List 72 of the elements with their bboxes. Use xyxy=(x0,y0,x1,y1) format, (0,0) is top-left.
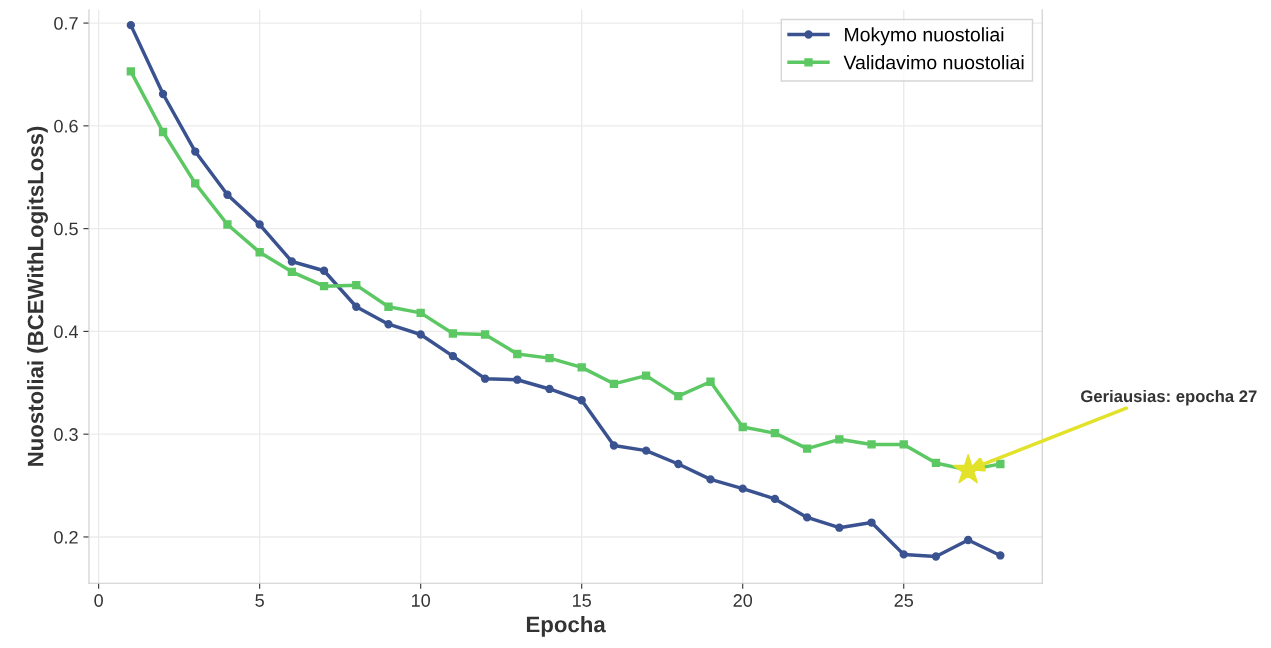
point xyxy=(577,396,586,405)
point xyxy=(835,435,844,444)
y-axis-title: Nuostoliai (BCEWithLogitsLoss) xyxy=(27,126,48,466)
point xyxy=(513,349,522,359)
point xyxy=(158,89,168,99)
x-tick-label: 20 xyxy=(733,594,753,607)
point xyxy=(770,428,780,438)
y-tick-label: 0.7 xyxy=(54,17,78,30)
point xyxy=(448,351,458,361)
point xyxy=(738,422,747,432)
point xyxy=(255,220,264,229)
point xyxy=(931,458,941,468)
point xyxy=(802,444,812,453)
point xyxy=(835,523,844,532)
point xyxy=(384,320,393,329)
x-tick-label: 25 xyxy=(894,594,914,607)
point xyxy=(899,550,908,559)
point xyxy=(641,446,651,455)
x-axis-title: Epocha xyxy=(526,616,606,637)
point xyxy=(545,353,554,363)
point xyxy=(867,440,876,449)
annotation: Geriausias: epocha 27 xyxy=(1081,389,1257,406)
point xyxy=(416,308,425,318)
point xyxy=(609,379,619,388)
point xyxy=(287,257,297,266)
x-tick-label: 10 xyxy=(412,594,431,607)
point xyxy=(319,282,329,291)
point xyxy=(899,440,908,449)
point xyxy=(931,552,941,561)
point xyxy=(126,67,136,76)
point xyxy=(674,391,683,401)
y-tick-label: 0.5 xyxy=(54,222,78,236)
point xyxy=(223,220,232,229)
point xyxy=(738,484,747,493)
point xyxy=(352,280,361,290)
point xyxy=(255,248,264,257)
point xyxy=(577,363,586,372)
point xyxy=(770,494,780,504)
point xyxy=(996,551,1005,560)
y-tick-label: 0.4 xyxy=(54,325,79,339)
x-tick-label: 0 xyxy=(94,594,103,607)
point xyxy=(191,179,200,188)
point xyxy=(996,459,1005,469)
point xyxy=(191,147,200,156)
x-tick-label: 5 xyxy=(255,594,264,607)
point xyxy=(352,302,361,311)
point xyxy=(609,441,619,450)
point xyxy=(867,518,876,527)
point xyxy=(641,371,651,380)
point xyxy=(158,127,168,137)
point xyxy=(674,459,683,469)
point xyxy=(448,329,458,338)
point xyxy=(706,475,715,484)
y-tick-label: 0.2 xyxy=(54,530,78,544)
point xyxy=(480,330,490,339)
point xyxy=(545,384,554,394)
x-tick-label: 15 xyxy=(573,594,591,607)
point xyxy=(287,267,297,276)
point xyxy=(384,302,393,311)
point xyxy=(706,377,715,386)
legend-label: Mokymo nuostoliai xyxy=(845,27,1004,46)
legend-label: Validavimo nuostoliai xyxy=(843,55,1024,70)
point xyxy=(223,190,232,199)
point xyxy=(416,330,425,339)
y-tick-label: 0.3 xyxy=(54,428,78,441)
point xyxy=(802,513,812,522)
point xyxy=(513,375,522,384)
point xyxy=(963,535,973,545)
point xyxy=(480,374,490,383)
point xyxy=(126,20,136,30)
y-tick-label: 0.6 xyxy=(54,119,78,133)
point xyxy=(319,266,329,275)
